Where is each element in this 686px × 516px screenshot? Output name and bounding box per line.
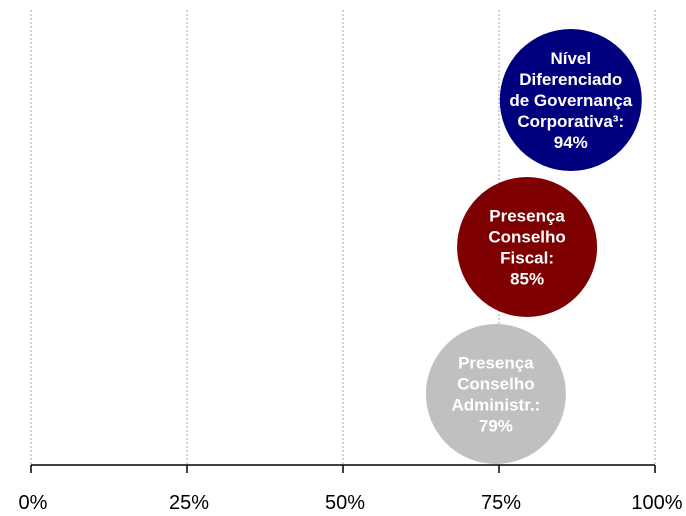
x-tick-label-4: 100% (631, 492, 682, 514)
x-tick-label-1: 25% (169, 492, 209, 514)
bubble-label-2-line-2: Administr.: (451, 396, 540, 415)
bubble-2: Presença Conselho Administr.: 79% (426, 324, 566, 464)
bubble-1: Presença Conselho Fiscal: 85% (457, 177, 597, 317)
x-axis (31, 465, 655, 473)
bubble-label-2-line-3: 79% (479, 417, 513, 436)
bubble-circle-2 (426, 324, 566, 464)
x-tick-label-0: 0% (19, 492, 48, 514)
bubble-label-1-line-2: Fiscal: (500, 249, 554, 268)
bubble-0: Nível Diferenciado de Governança Corporativ… (500, 29, 642, 171)
x-tick-label-2: 50% (325, 492, 365, 514)
x-tick-label-3: 75% (481, 492, 521, 514)
bubble-label-0-line-4: 94% (554, 133, 588, 152)
bubble-label-2-line-1: Conselho (457, 375, 534, 394)
bubble-label-0-line-3: Corporativa³: (517, 112, 624, 131)
bubble-label-0-line-2: de Governança (509, 91, 632, 110)
bubble-label-2-line-0: Presença (458, 354, 534, 373)
bubble-label-0-line-1: Diferenciado (519, 70, 622, 89)
bubbles: Nível Diferenciado de Governança Corporativ… (426, 29, 642, 464)
bubble-label-0-line-0: Nível (550, 49, 591, 68)
x-tick-labels: 0% 25% 50% 75% 100% (19, 492, 683, 514)
bubble-label-1-line-1: Conselho (488, 228, 565, 247)
bubble-label-1-line-0: Presença (489, 207, 565, 226)
bubble-circle-1 (457, 177, 597, 317)
bubble-label-1-line-3: 85% (510, 270, 544, 289)
